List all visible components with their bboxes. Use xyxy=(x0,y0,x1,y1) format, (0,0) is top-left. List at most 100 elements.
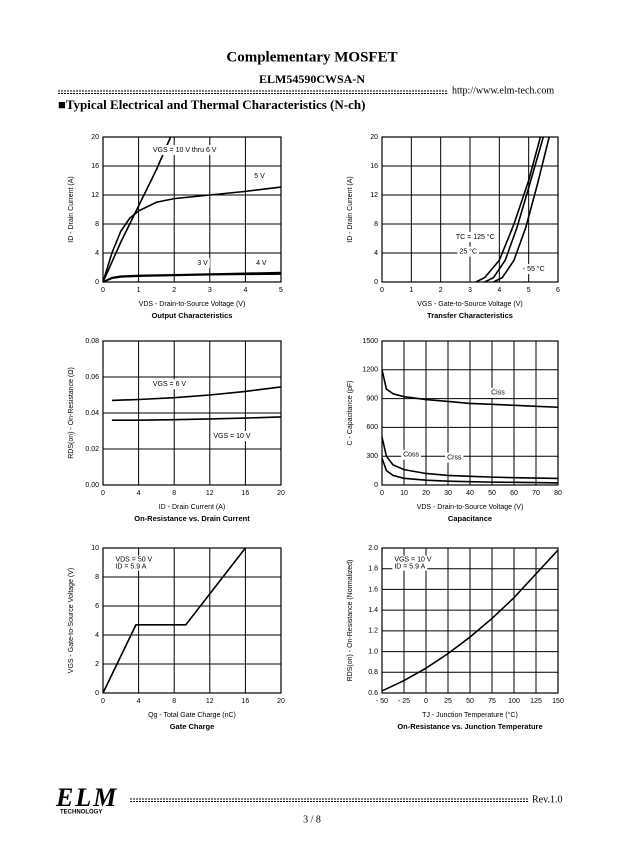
series-line xyxy=(381,549,559,692)
chart-title: Capacitance xyxy=(448,514,492,523)
y-tick-label: 1.6 xyxy=(368,586,378,593)
page-number: 3 / 8 xyxy=(303,814,321,825)
page-title: Complementary MOSFET xyxy=(226,49,397,65)
series-label: Coss xyxy=(403,452,419,459)
series-label: 3 V xyxy=(197,260,208,267)
x-tick-label: 50 xyxy=(466,698,474,705)
chart-title: On-Resistance vs. Drain Current xyxy=(134,514,250,523)
series-label: 5 V xyxy=(254,173,265,180)
label-bg xyxy=(252,171,267,182)
series-line xyxy=(381,369,559,409)
y-tick-label: 8 xyxy=(95,221,99,228)
x-tick-label: 4 xyxy=(243,287,247,294)
y-tick-label: 4 xyxy=(95,632,99,639)
x-tick-label: 0 xyxy=(101,490,105,497)
x-tick-label: 10 xyxy=(400,490,408,497)
y-tick-label: 1.8 xyxy=(368,566,378,573)
y-tick-label: 12 xyxy=(370,192,378,199)
series-label: VGS = 10 V xyxy=(213,433,250,440)
y-tick-label: 20 xyxy=(91,134,99,141)
y-tick-label: 0.06 xyxy=(85,374,99,381)
x-tick-label: 20 xyxy=(422,490,430,497)
x-tick-label: 6 xyxy=(556,287,560,294)
chart-title: Output Characteristics xyxy=(152,311,233,320)
series-line xyxy=(102,547,247,694)
series-line xyxy=(102,271,282,283)
x-tick-label: 0 xyxy=(380,490,384,497)
annotation-bg xyxy=(113,555,155,564)
x-tick-label: 5 xyxy=(527,287,531,294)
logo-subtitle: TECHNOLOGY xyxy=(60,810,102,816)
series-line xyxy=(484,136,545,283)
x-tick-label: 50 xyxy=(488,490,496,497)
y-tick-label: 12 xyxy=(91,192,99,199)
series-label: - 55 °C xyxy=(523,265,545,273)
x-tick-label: 100 xyxy=(508,698,520,705)
x-tick-label: 75 xyxy=(488,698,496,705)
y-tick-label: 0 xyxy=(374,279,378,286)
x-tick-label: 16 xyxy=(242,698,250,705)
x-tick-label: 4 xyxy=(137,490,141,497)
label-bg xyxy=(254,258,269,269)
label-bg xyxy=(211,431,253,442)
x-axis-label: TJ - Junction Temperature (°C) xyxy=(422,711,518,719)
x-tick-label: 20 xyxy=(277,490,285,497)
x-axis-label: VDS - Drain-to-Source Voltage (V) xyxy=(417,504,524,511)
y-tick-label: 1.0 xyxy=(368,648,378,655)
series-line xyxy=(381,436,559,480)
y-tick-label: 1.4 xyxy=(368,607,378,614)
y-tick-label: 16 xyxy=(91,163,99,170)
y-axis-label: ID - Drain Current (A) xyxy=(347,176,354,243)
y-tick-label: 20 xyxy=(370,134,378,141)
x-axis-label: VGS - Gate-to-Source Voltage (V) xyxy=(417,301,522,308)
series-label: Ciss xyxy=(491,390,505,397)
x-tick-label: 40 xyxy=(466,490,474,497)
x-tick-label: 12 xyxy=(206,698,214,705)
label-bg xyxy=(150,379,189,390)
label-bg xyxy=(457,246,480,257)
y-tick-label: 0 xyxy=(95,279,99,286)
logo: ELM xyxy=(55,783,118,812)
x-tick-label: 3 xyxy=(468,287,472,294)
series-label: 4 V xyxy=(256,260,267,267)
y-tick-label: 900 xyxy=(366,395,378,402)
x-tick-label: 70 xyxy=(532,490,540,497)
y-axis-label: C - Capacitance (pF) xyxy=(347,381,354,446)
x-tick-label: 0 xyxy=(101,698,105,705)
x-tick-label: - 25 xyxy=(398,698,410,705)
x-tick-label: 0 xyxy=(424,698,428,705)
y-tick-label: 300 xyxy=(366,453,378,460)
label-bg xyxy=(520,263,547,274)
y-tick-label: 4 xyxy=(95,250,99,257)
y-tick-label: 2 xyxy=(95,661,99,668)
y-tick-label: 16 xyxy=(370,163,378,170)
series-label: Crss xyxy=(447,454,462,461)
x-tick-label: 12 xyxy=(206,490,214,497)
y-tick-label: 1500 xyxy=(362,338,378,345)
series-line xyxy=(475,136,542,283)
y-tick-label: 0.08 xyxy=(85,338,99,345)
chart-title: Transfer Characteristics xyxy=(427,311,513,320)
x-tick-label: 1 xyxy=(137,287,141,294)
x-tick-label: 1 xyxy=(409,287,413,294)
annotation: ID = 5.9 A xyxy=(115,563,146,570)
label-bg xyxy=(401,449,422,460)
x-tick-label: 25 xyxy=(444,698,452,705)
revision: Rev.1.0 xyxy=(532,794,562,805)
series-line xyxy=(111,416,282,421)
y-tick-label: 600 xyxy=(366,424,378,431)
annotation: VDS = 50 V xyxy=(115,556,152,563)
series-label: TC = 125 °C xyxy=(456,233,495,241)
x-axis-label: VDS - Drain-to-Source Voltage (V) xyxy=(139,301,246,308)
y-tick-label: 0.6 xyxy=(368,690,378,697)
y-tick-label: 8 xyxy=(95,574,99,581)
series-line xyxy=(111,386,282,402)
section-title: ■Typical Electrical and Thermal Characte… xyxy=(58,97,365,112)
label-bg xyxy=(489,387,507,398)
x-tick-label: 5 xyxy=(279,287,283,294)
x-tick-label: 125 xyxy=(530,698,542,705)
y-axis-label: ID - Drain Current (A) xyxy=(68,176,75,243)
y-axis-label: RDS(on) - On-Resistance (Normalized) xyxy=(347,560,354,682)
part-number: ELM54590CWSA-N xyxy=(259,72,365,86)
